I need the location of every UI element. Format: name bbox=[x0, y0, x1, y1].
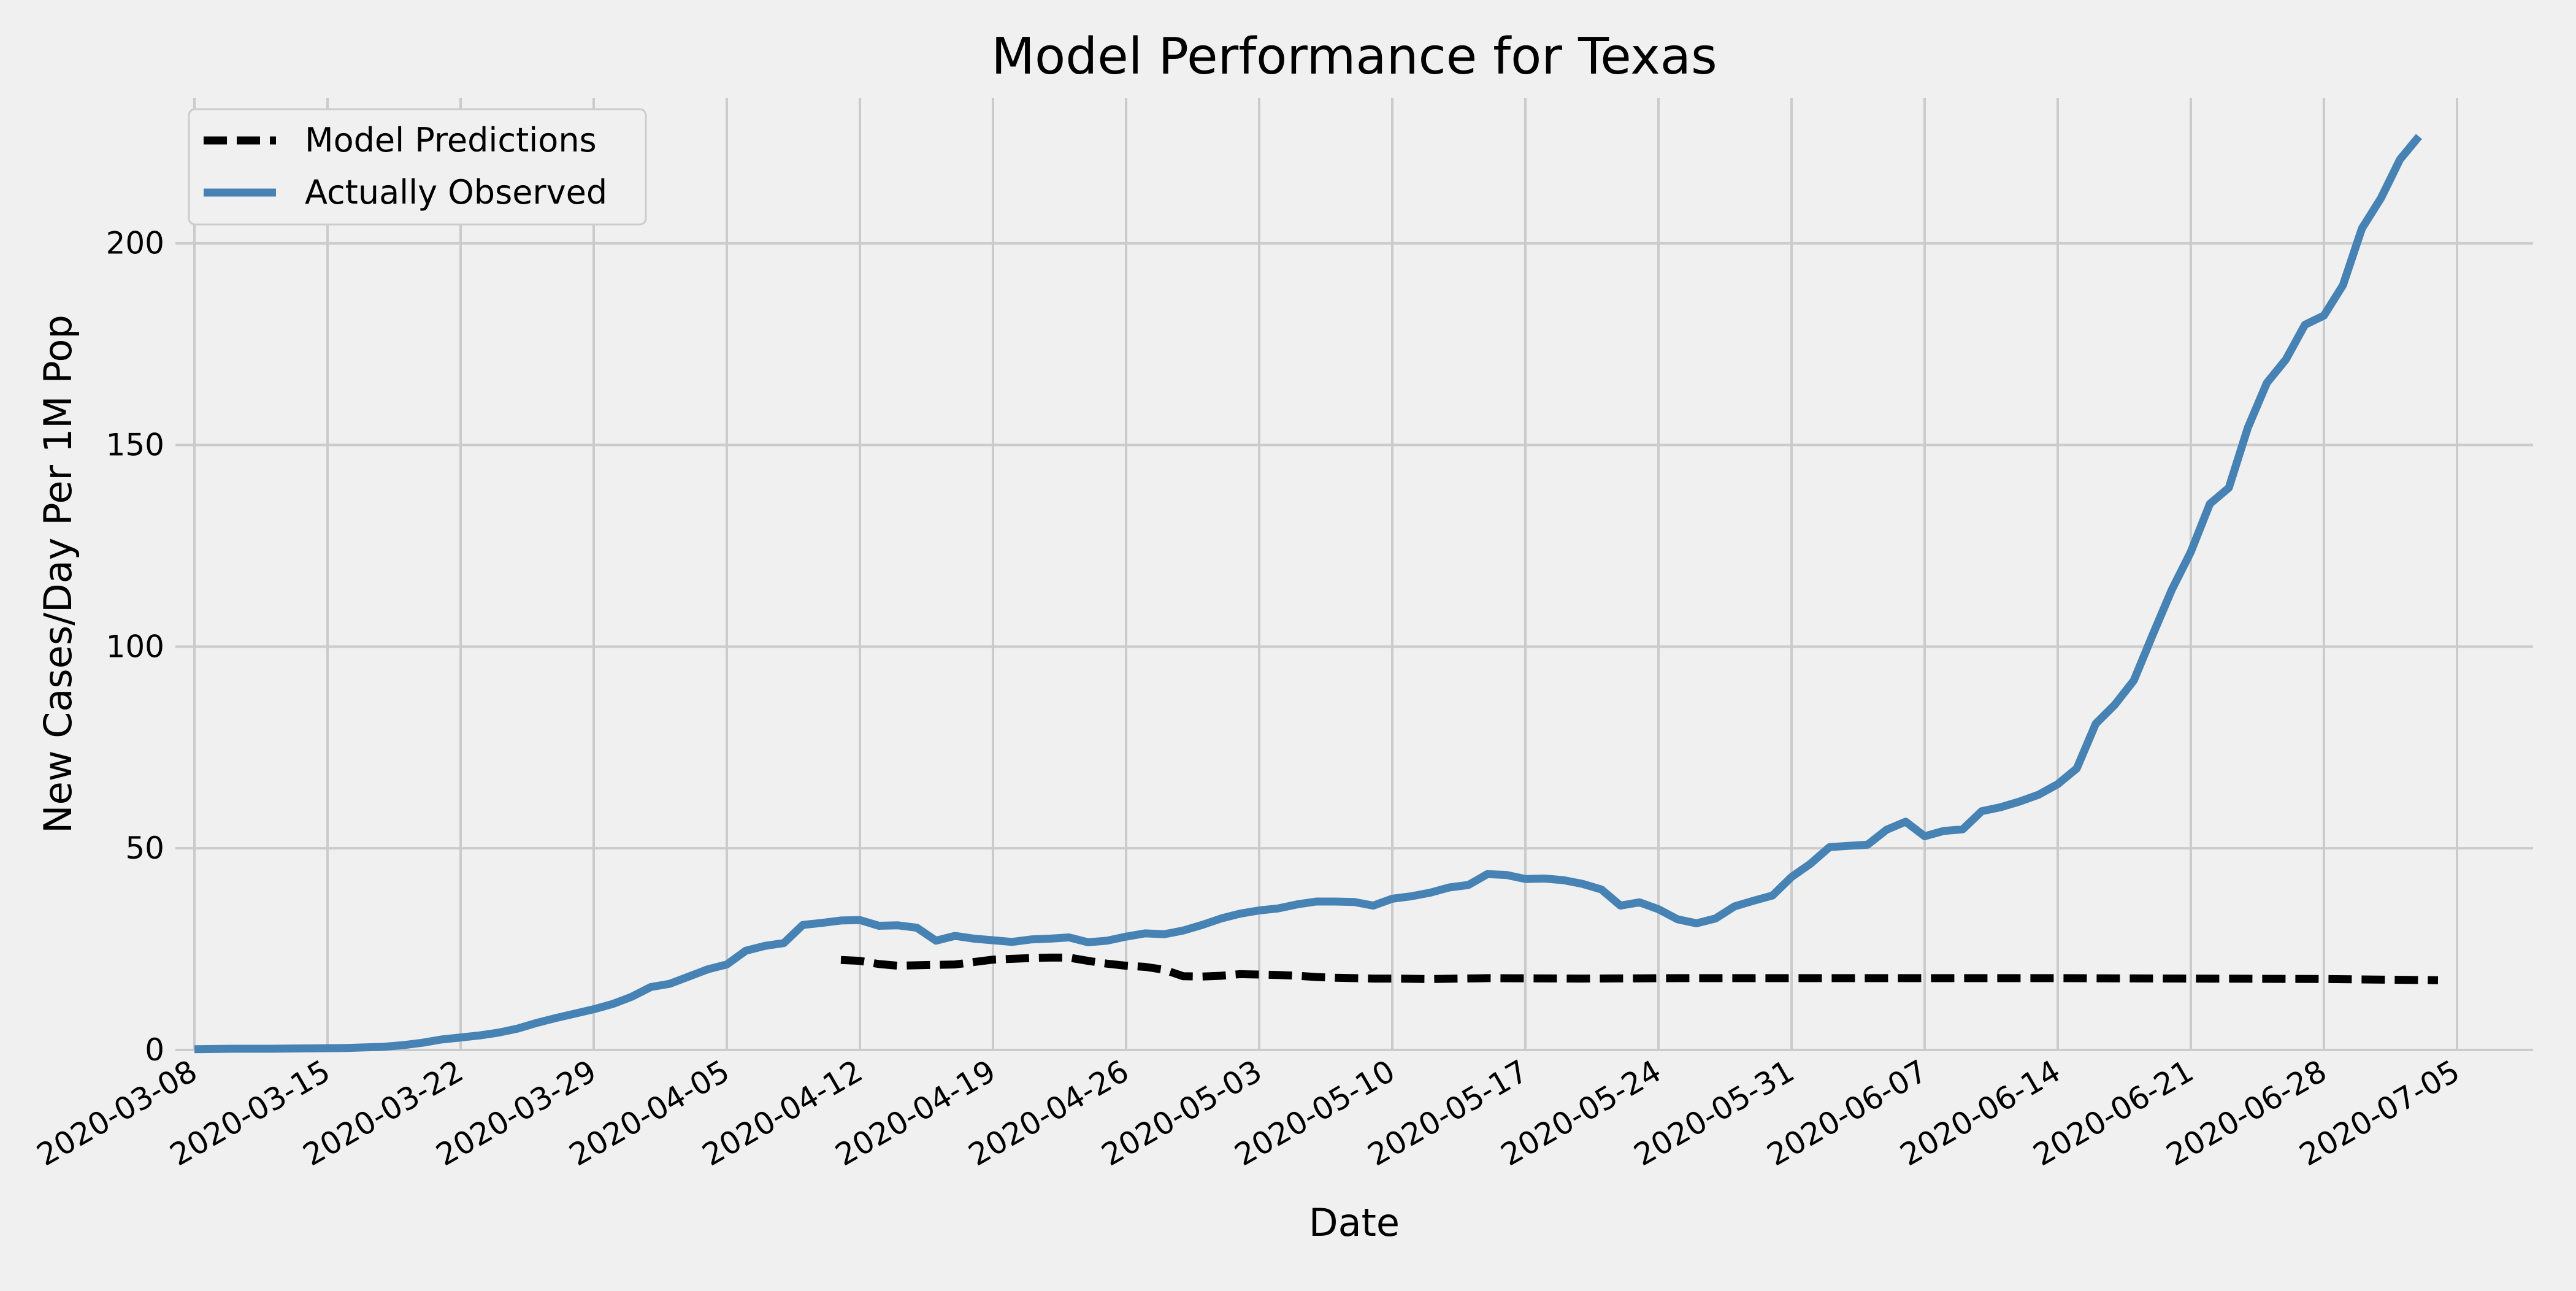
legend-label-model-predictions: Model Predictions bbox=[305, 121, 597, 159]
y-tick-label: 0 bbox=[145, 1032, 164, 1068]
y-tick-label: 200 bbox=[106, 226, 164, 261]
legend-label-actually-observed: Actually Observed bbox=[305, 173, 607, 212]
x-axis-label: Date bbox=[1309, 1200, 1400, 1245]
series-line-actually-observed bbox=[194, 134, 2423, 1054]
grid-lines bbox=[175, 98, 2533, 1051]
legend-box bbox=[188, 108, 647, 226]
chart-title: Model Performance for Texas bbox=[991, 28, 1717, 86]
legend: Model Predictions Actually Observed bbox=[188, 108, 647, 226]
y-axis-label: New Cases/Day Per 1M Pop bbox=[36, 315, 80, 833]
y-tick-label: 100 bbox=[106, 629, 164, 664]
series-lines bbox=[194, 134, 2439, 1054]
series-line-model-predictions bbox=[840, 953, 2439, 984]
y-tick-labels: 0 50 100 150 200 bbox=[106, 226, 164, 1068]
y-tick-label: 150 bbox=[106, 427, 164, 463]
y-tick-label: 50 bbox=[125, 830, 164, 866]
